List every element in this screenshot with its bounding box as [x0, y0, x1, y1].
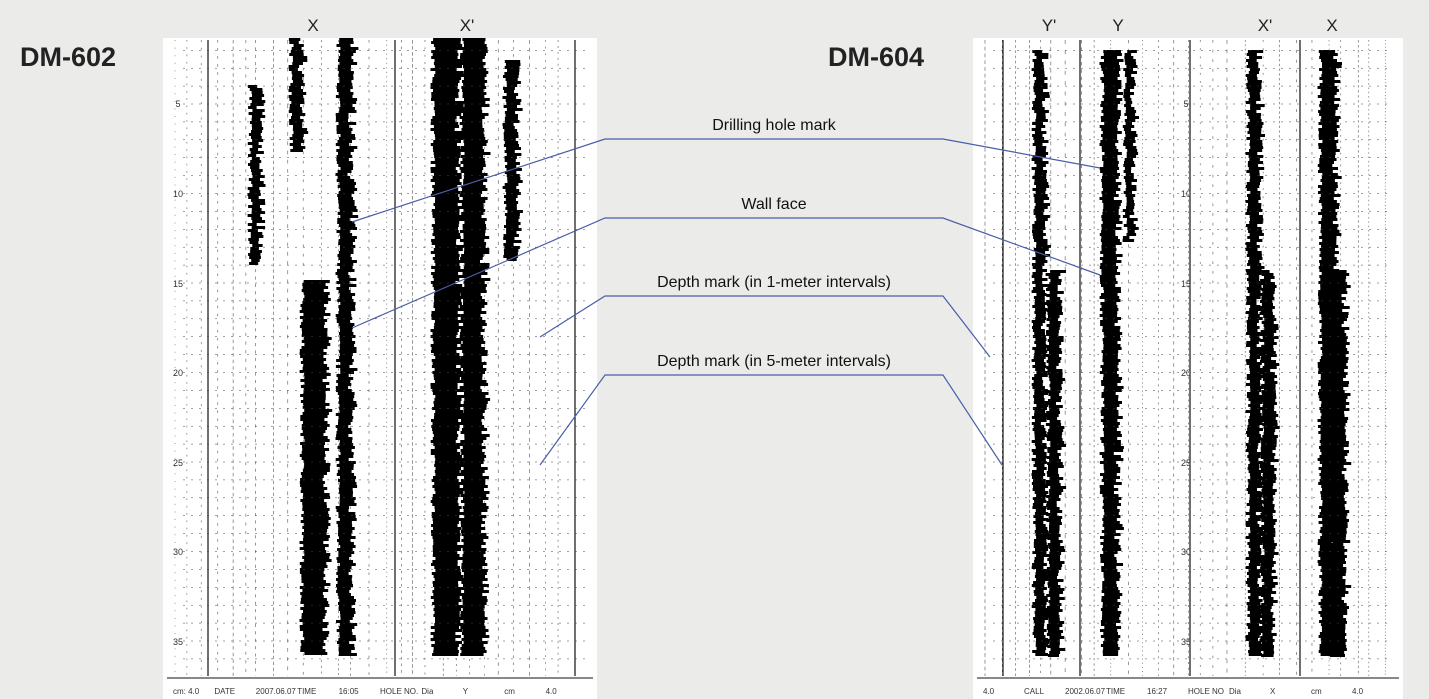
depth-label: 15 [173, 279, 183, 289]
column-label: Y' [1042, 16, 1057, 35]
footer-label: DATE [214, 687, 235, 696]
column-label: Y [1112, 16, 1123, 35]
depth-label: 15 [1181, 279, 1191, 289]
footer-label: TIME [297, 687, 316, 696]
panel-title: DM-604 [828, 42, 924, 72]
annotation-label: Depth mark (in 1-meter intervals) [657, 274, 891, 291]
depth-label: 25 [173, 458, 183, 468]
depth-label: 35 [173, 637, 183, 647]
depth-label: 20 [173, 368, 183, 378]
column-label: X' [1258, 16, 1273, 35]
footer-label: Dia [1229, 687, 1242, 696]
footer-label: 2002.06.07 [1065, 687, 1106, 696]
depth-label: 10 [1181, 189, 1191, 199]
depth-label: 25 [1181, 458, 1191, 468]
panel-title: DM-602 [20, 42, 116, 72]
footer-label: Dia [421, 687, 434, 696]
footer-label: CALL [1024, 687, 1045, 696]
footer-label: HOLE NO [1188, 687, 1224, 696]
footer-label: cm [504, 687, 515, 696]
figure: DM-602 DM-604 X X' Y' Y X' X Drilling hole mar… [0, 0, 1429, 699]
footer-label: 2007.06.07 [256, 687, 297, 696]
footer-label: HOLE NO. [380, 687, 418, 696]
depth-label: 5 [1183, 99, 1188, 109]
footer-label: cm [1311, 687, 1322, 696]
column-label: X [1326, 16, 1337, 35]
depth-label: 10 [173, 189, 183, 199]
depth-label: 35 [1181, 637, 1191, 647]
depth-label: 30 [173, 547, 183, 557]
footer-label: 4.0 [1352, 687, 1364, 696]
footer-label: 16:05 [339, 687, 360, 696]
footer-label: Y [463, 687, 469, 696]
column-label: X' [460, 16, 475, 35]
annotation-label: Drilling hole mark [712, 117, 837, 134]
footer-label: TIME [1106, 687, 1125, 696]
depth-label: 5 [175, 99, 180, 109]
footer-label: 4.0 [546, 687, 558, 696]
column-label: X [307, 16, 318, 35]
footer-label: X [1270, 687, 1276, 696]
log-panel [163, 38, 597, 699]
depth-label: 20 [1181, 368, 1191, 378]
leader-line [540, 375, 1002, 465]
depth-label: 30 [1181, 547, 1191, 557]
annotation-label: Wall face [741, 196, 806, 213]
footer-label: cm: 4.0 [173, 687, 200, 696]
footer-label: 16:27 [1147, 687, 1168, 696]
footer-label: 4.0 [983, 687, 995, 696]
leader-line [540, 296, 990, 357]
annotation-label: Depth mark (in 5-meter intervals) [657, 353, 891, 370]
